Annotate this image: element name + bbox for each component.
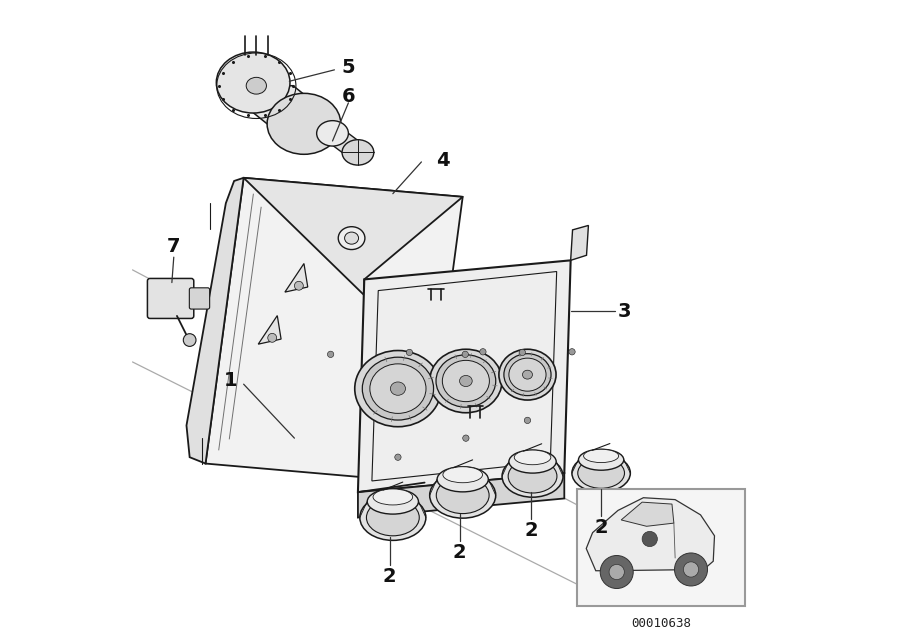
- Circle shape: [642, 531, 657, 547]
- Circle shape: [609, 565, 625, 580]
- Circle shape: [463, 435, 469, 441]
- Ellipse shape: [579, 450, 624, 470]
- Ellipse shape: [342, 140, 374, 165]
- Ellipse shape: [504, 354, 551, 396]
- Text: 6: 6: [342, 87, 356, 106]
- Ellipse shape: [338, 227, 364, 250]
- Ellipse shape: [429, 349, 502, 413]
- FancyBboxPatch shape: [189, 288, 210, 309]
- Text: 00010638: 00010638: [631, 617, 691, 629]
- Text: 2: 2: [382, 567, 397, 586]
- Polygon shape: [317, 133, 373, 152]
- Polygon shape: [621, 502, 674, 526]
- Ellipse shape: [367, 489, 419, 514]
- Polygon shape: [571, 225, 589, 260]
- Ellipse shape: [436, 477, 489, 514]
- Text: 2: 2: [594, 518, 608, 537]
- Circle shape: [525, 417, 531, 424]
- Ellipse shape: [523, 370, 533, 379]
- Ellipse shape: [216, 52, 290, 113]
- Circle shape: [480, 349, 486, 355]
- Text: 7: 7: [167, 237, 181, 256]
- Bar: [577, 489, 745, 606]
- Ellipse shape: [460, 375, 473, 387]
- Ellipse shape: [355, 351, 441, 427]
- Circle shape: [674, 553, 707, 586]
- Circle shape: [294, 281, 303, 290]
- Polygon shape: [586, 498, 715, 571]
- Ellipse shape: [572, 454, 630, 492]
- Circle shape: [395, 454, 401, 460]
- Polygon shape: [285, 264, 308, 292]
- Polygon shape: [358, 260, 571, 492]
- Circle shape: [462, 351, 468, 358]
- Text: 5: 5: [342, 58, 356, 77]
- Ellipse shape: [508, 450, 556, 473]
- Ellipse shape: [360, 495, 426, 540]
- Ellipse shape: [363, 357, 434, 420]
- Circle shape: [406, 349, 412, 356]
- Ellipse shape: [345, 232, 358, 244]
- Polygon shape: [220, 86, 341, 124]
- Ellipse shape: [247, 77, 266, 94]
- Ellipse shape: [317, 121, 348, 146]
- Ellipse shape: [508, 460, 557, 493]
- Polygon shape: [186, 178, 244, 464]
- Ellipse shape: [508, 358, 546, 391]
- Ellipse shape: [267, 93, 341, 154]
- Text: 2: 2: [525, 521, 538, 540]
- Ellipse shape: [391, 382, 406, 395]
- Circle shape: [519, 349, 526, 356]
- Ellipse shape: [442, 361, 490, 402]
- Ellipse shape: [436, 355, 496, 407]
- Circle shape: [268, 333, 276, 342]
- Text: 4: 4: [436, 150, 449, 170]
- Ellipse shape: [373, 489, 413, 505]
- Polygon shape: [244, 178, 463, 295]
- Circle shape: [600, 556, 634, 589]
- Text: 1: 1: [224, 371, 238, 391]
- Circle shape: [683, 562, 698, 577]
- Polygon shape: [258, 316, 281, 344]
- Circle shape: [328, 351, 334, 358]
- Ellipse shape: [429, 472, 496, 518]
- FancyBboxPatch shape: [148, 278, 194, 319]
- Ellipse shape: [370, 364, 426, 413]
- Ellipse shape: [366, 499, 419, 536]
- Ellipse shape: [502, 455, 563, 497]
- Ellipse shape: [514, 450, 551, 465]
- Text: 3: 3: [618, 302, 632, 321]
- Ellipse shape: [578, 458, 625, 488]
- Polygon shape: [205, 178, 463, 483]
- Ellipse shape: [499, 349, 556, 400]
- Ellipse shape: [583, 450, 618, 462]
- Ellipse shape: [437, 467, 489, 492]
- Ellipse shape: [443, 467, 482, 483]
- Text: 2: 2: [453, 543, 466, 562]
- Polygon shape: [358, 473, 564, 518]
- Circle shape: [184, 333, 196, 347]
- Circle shape: [569, 349, 575, 355]
